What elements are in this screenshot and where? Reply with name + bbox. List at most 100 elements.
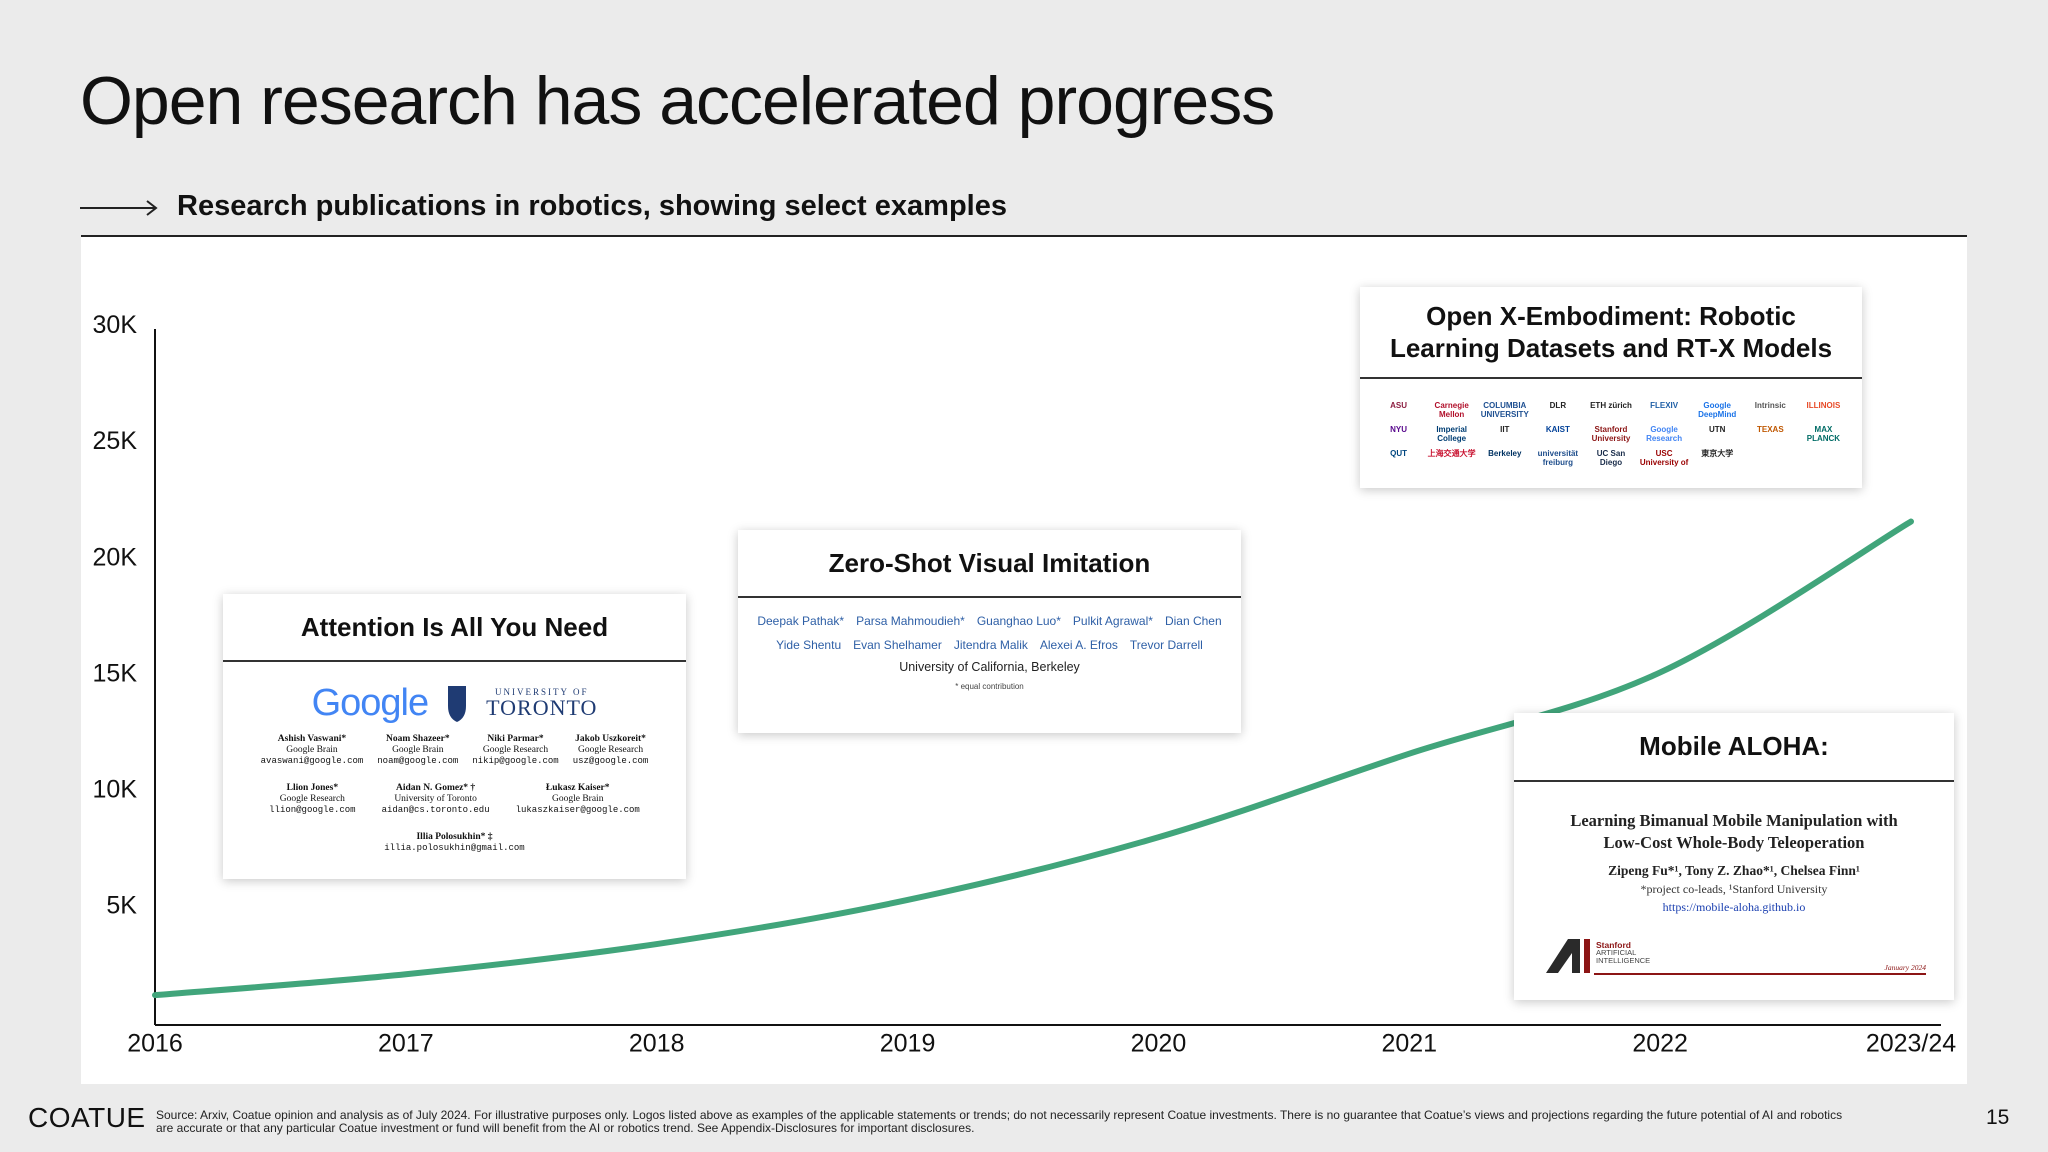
y-tick-label: 10K [93,775,138,803]
author-affiliation: Google Research [577,745,644,755]
author-email: llion@google.com [269,805,356,815]
author-email: avaswani@google.com [260,756,364,766]
author-list: Deepak Pathak* Parsa Mahmoudieh* Guanghao … [738,614,1241,652]
logo-text: INTELLIGENCE [1596,956,1651,965]
logo-text: UNIVERSITY OF [495,686,589,697]
slide-title: Open research has accelerated progress [80,63,1275,139]
author-name: Dian Chen [1164,614,1222,628]
author-email: illia.polosukhin@gmail.com [384,843,525,853]
author: Aidan N. Gomez* † University of Toronto ai… [382,783,490,816]
author-affiliation: Google Brain [286,745,338,755]
y-tick-label: 30K [93,311,138,339]
author-name: Yide Shentu [776,638,842,652]
institution-logo: Intrinsic [1754,401,1786,410]
x-tick-label: 2023/24 [1866,1030,1956,1058]
institution-logo: Imperial College London [1436,425,1467,443]
author-name: Noam Shazeer* [385,734,450,744]
author-affiliation: Google Research [279,794,345,804]
institution-logo: KAIST [1545,425,1570,434]
x-tick-label: 2016 [127,1030,183,1058]
author: Jakob Uszkoreit* Google Research usz@googl… [573,734,649,767]
institution-logo: USC University of Southern California [1639,449,1689,467]
google-logo: Google [311,681,430,724]
author-email: nikip@google.com [472,756,559,766]
author-name: Alexei A. Efros [1039,638,1118,652]
institution-logo: IIT [1500,425,1510,434]
affiliation: University of California, Berkeley [899,660,1080,674]
author-email: lukaszkaiser@google.com [515,805,640,815]
x-tick-label: 2022 [1632,1030,1688,1058]
author: Llion Jones* Google Research llion@google.… [269,783,355,816]
author-row: Illia Polosukhin* ‡ illia.polosukhin@gmai… [223,832,686,854]
logo-text: Stanford [1596,940,1631,950]
institution-logo: UC San Diego [1596,449,1626,467]
paper-title: Learning Bimanual Mobile Manipulation wi… [1514,810,1954,854]
author-row: Llion Jones* Google Research llion@google.… [223,783,686,816]
institution-logo: TEXAS [1756,425,1784,434]
y-tick-label: 15K [93,659,138,687]
institution-logo: COLUMBIA UNIVERSITY [1480,401,1529,419]
author-email: aidan@cs.toronto.edu [381,805,490,815]
stanford-logo: Stanford ARTIFICIAL INTELLIGENCE [1596,941,1650,965]
author: Niki Parmar* Google Research nikip@google.… [472,734,558,767]
author-name: Trevor Darrell [1129,638,1203,652]
arrow-icon [80,200,158,216]
author-row: Yide Shentu Evan Shelhamer Jitendra Malik A… [738,638,1241,652]
institution-logo: QUT [1390,449,1407,458]
paper-card: Attention Is All You Need Google UNIVERS… [223,594,686,879]
title-line: Low-Cost Whole-Body Teleoperation [1603,833,1865,852]
institution-logo: MAX PLANCK INSTITUTE [1806,425,1841,443]
author-list: Ashish Vaswani* Google Brain avaswani@goog… [223,734,686,854]
author-email: usz@google.com [572,756,649,766]
author-email: noam@google.com [377,756,459,766]
x-tick-label: 2017 [378,1030,434,1058]
authors: Zipeng Fu*¹, Tony Z. Zhao*¹, Chelsea Fin… [1608,863,1860,878]
logo-row: Google UNIVERSITY OF TORONTO [223,676,686,730]
x-tick-label: 2018 [629,1030,685,1058]
paper-card: Open X-Embodiment: Robotic Learning Datas… [1360,287,1862,488]
card-title: Mobile ALOHA: [1514,713,1954,782]
institution-logo: universität freiburg [1537,449,1579,467]
institution-logo: DLR [1549,401,1567,410]
author-affiliation: Google Brain [552,794,604,804]
author: Łukasz Kaiser* Google Brain lukaszkaiser@g… [516,783,640,816]
institution-logo: NYU [1390,425,1407,434]
divider [1594,973,1926,975]
author-row: Deepak Pathak* Parsa Mahmoudieh* Guanghao … [738,614,1241,628]
url: https://mobile-aloha.github.io [1662,900,1806,914]
paper-info: Learning Bimanual Mobile Manipulation wi… [1514,810,1954,915]
title-line: Learning Bimanual Mobile Manipulation wi… [1570,811,1898,830]
page-number: 15 [1986,1106,2010,1129]
author-affiliation: University of Toronto [394,794,477,804]
brand-logo: COATUE [28,1102,146,1133]
title-line: Learning Datasets and RT-X Models [1389,333,1833,363]
y-tick-label: 5K [106,892,137,920]
x-tick-label: 2019 [880,1030,936,1058]
author-affiliation: Google Research [482,745,549,755]
author-name: Parsa Mahmoudieh* [856,614,965,628]
card-title: Zero-Shot Visual Imitation [738,530,1241,598]
paper-card: Zero-Shot Visual Imitation Deepak Pathak… [738,530,1241,733]
institution-logo: ASU [1390,401,1407,410]
y-tick-label: 25K [93,427,138,455]
institution-logo: 東京大学 [1701,449,1734,458]
affiliation: *project co-leads, ¹Stanford University [1640,882,1828,896]
divider [81,235,1967,237]
paper-card: Mobile ALOHA: Learning Bimanual Mobile M… [1514,713,1954,1000]
slide-subtitle: Research publications in robotics, showi… [177,190,1007,222]
institution-logo: Berkeley [1488,449,1522,458]
institution-logo: Google Research [1646,425,1683,443]
institution-logo: FLEXIV [1650,401,1679,410]
institution-logo: Carnegie Mellon University [1434,401,1469,419]
author-name: Evan Shelhamer [853,638,942,652]
title-line: Open X-Embodiment: Robotic [1426,301,1796,331]
author-name: Jakob Uszkoreit* [575,734,646,744]
x-tick-label: 2020 [1131,1030,1187,1058]
author-row: Ashish Vaswani* Google Brain avaswani@goog… [223,734,686,767]
author-name: Łukasz Kaiser* [545,783,610,793]
y-tick-label: 20K [93,543,138,571]
note: * equal contribution [955,682,1024,691]
institution-logo: Stanford University [1591,425,1631,443]
author-name: Pulkit Agrawal* [1072,614,1153,628]
